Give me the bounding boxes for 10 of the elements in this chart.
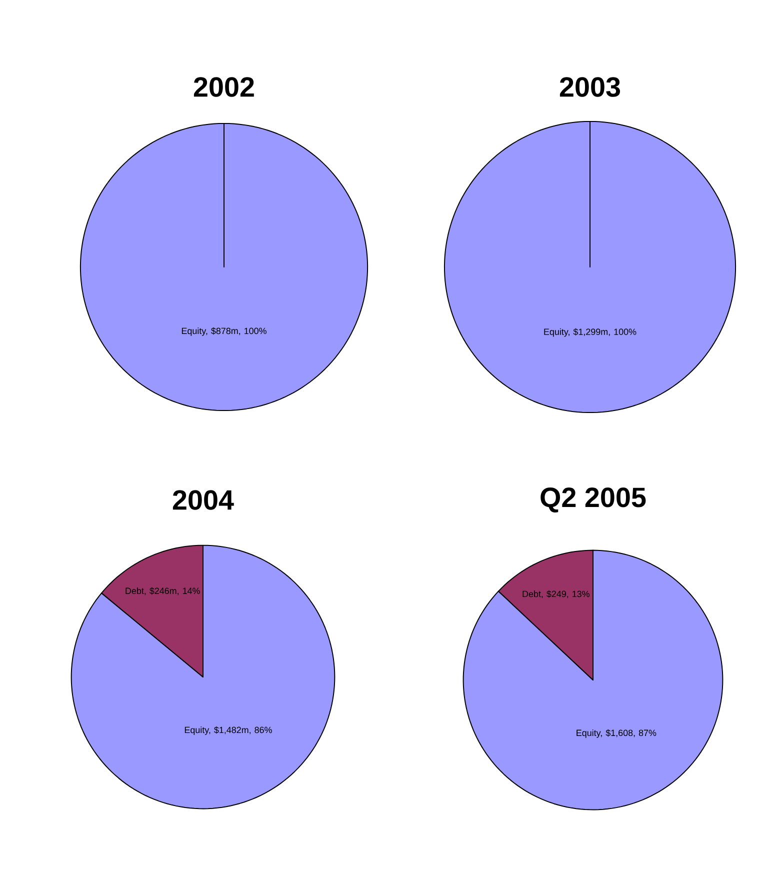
slice-label: Debt, $246m, 14%	[126, 587, 200, 596]
chart-title: 2003	[560, 77, 620, 97]
chart-title: 2002	[194, 77, 254, 97]
slice-label: Equity, $1,608, 87%	[576, 729, 656, 738]
slice-label: Equity, $1,299m, 100%	[544, 328, 636, 337]
slice-label: Debt, $249, 13%	[522, 590, 590, 598]
slice-label: Equity, $1,482m, 86%	[184, 726, 272, 735]
chart-title: Q2 2005	[540, 488, 646, 512]
chart-title: 2004	[172, 490, 234, 510]
slice-label: Equity, $878m, 100%	[182, 327, 266, 336]
